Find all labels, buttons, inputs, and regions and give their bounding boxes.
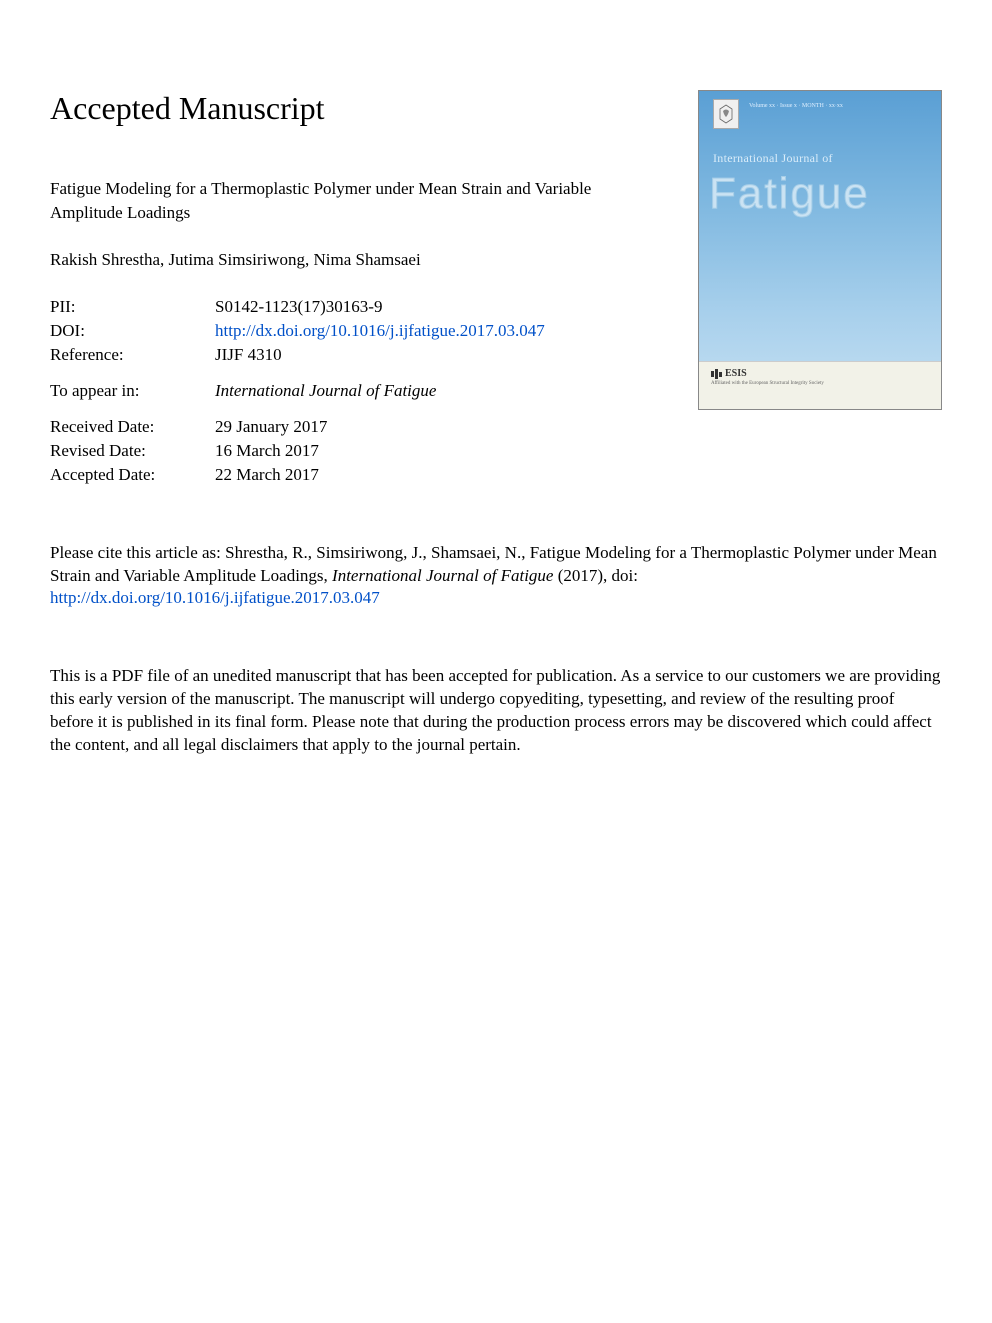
appear-value: International Journal of Fatigue — [215, 379, 545, 403]
elsevier-logo-icon — [713, 99, 739, 129]
article-title: Fatigue Modeling for a Thermoplastic Pol… — [50, 177, 610, 225]
reference-label: Reference: — [50, 343, 215, 367]
citation-year: (2017), doi: — [553, 566, 638, 585]
cover-title: Fatigue — [709, 169, 870, 219]
metadata-table: PII: S0142-1123(17)30163-9 DOI: http://d… — [50, 295, 545, 487]
disclaimer-text: This is a PDF file of an unedited manusc… — [50, 665, 942, 757]
accepted-label: Accepted Date: — [50, 463, 215, 487]
citation-journal: International Journal of Fatigue — [332, 566, 553, 585]
authors: Rakish Shrestha, Jutima Simsiriwong, Nim… — [50, 250, 668, 270]
citation-doi-link[interactable]: http://dx.doi.org/10.1016/j.ijfatigue.20… — [50, 588, 380, 607]
cover-esis-label: ESIS — [711, 368, 929, 379]
pii-label: PII: — [50, 295, 215, 319]
received-label: Received Date: — [50, 415, 215, 439]
cover-tagline: Affiliated with the European Structural … — [711, 381, 929, 386]
appear-label: To appear in: — [50, 379, 215, 403]
revised-value: 16 March 2017 — [215, 439, 545, 463]
received-value: 29 January 2017 — [215, 415, 545, 439]
page-title: Accepted Manuscript — [50, 90, 668, 127]
pii-value: S0142-1123(17)30163-9 — [215, 295, 545, 319]
journal-cover-image: Volume xx · Issue x · MONTH · xx·xx Inte… — [698, 90, 942, 410]
cover-issue-text: Volume xx · Issue x · MONTH · xx·xx — [749, 103, 843, 109]
doi-label: DOI: — [50, 319, 215, 343]
citation-text: Please cite this article as: Shrestha, R… — [50, 542, 942, 611]
accepted-value: 22 March 2017 — [215, 463, 545, 487]
cover-subtitle: International Journal of — [713, 151, 833, 166]
doi-link[interactable]: http://dx.doi.org/10.1016/j.ijfatigue.20… — [215, 321, 545, 340]
reference-value: JIJF 4310 — [215, 343, 545, 367]
revised-label: Revised Date: — [50, 439, 215, 463]
